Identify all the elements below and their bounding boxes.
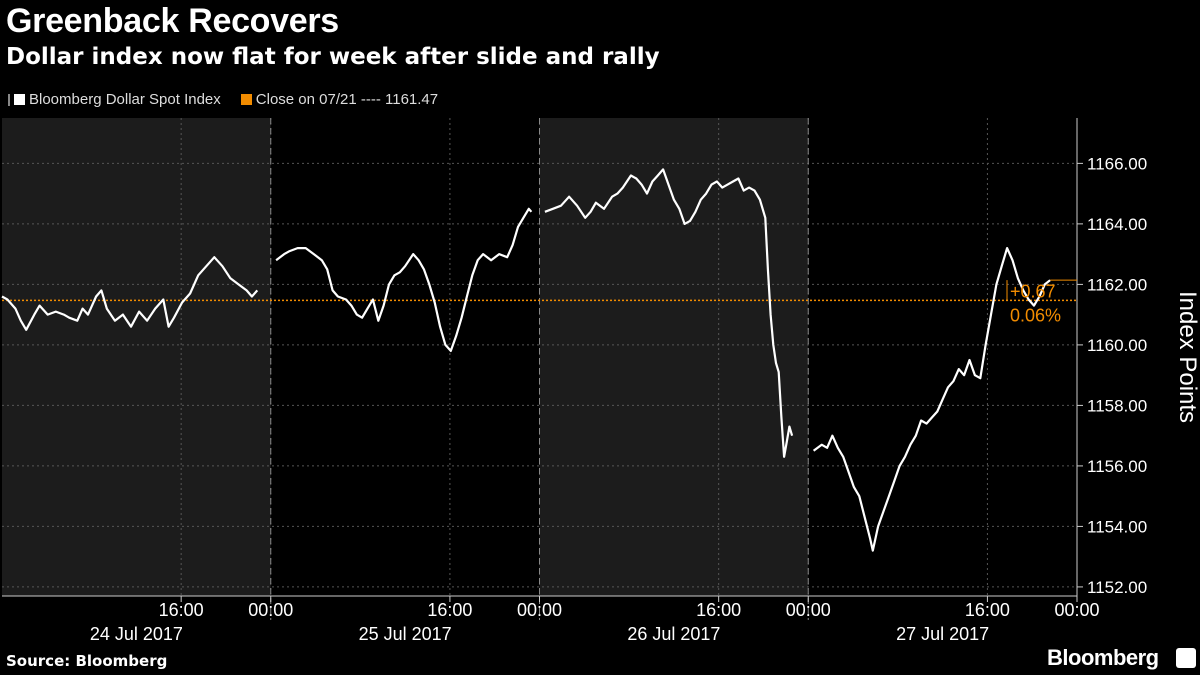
y-tick-label: 1158.00 [1087,396,1147,415]
change-percent-label: 0.06% [1010,306,1061,326]
legend-orange-square-icon [240,94,252,105]
chart-subtitle: Dollar index now flat for week after sli… [6,44,660,70]
y-axis: 1152.00 1154.00 1156.00 1158.00 1160.00 1162.… [1076,118,1200,597]
x-day-label: 24 Jul 2017 [90,624,183,644]
day-shade [2,118,271,596]
chart-title: Greenback Recovers [6,2,339,40]
x-tick-label: 00:00 [1054,600,1099,620]
x-tick-label: 16:00 [427,600,472,620]
x-tick-label: 16:00 [696,600,741,620]
series-line-segment [812,247,1051,552]
legend-series-label: Bloomberg Dollar Spot Index [29,91,221,108]
x-axis: 16:00 00:00 16:00 00:00 16:00 00:00 16:00 00:00… [2,595,1100,644]
day-shading [2,118,809,596]
series-line-segment [544,168,794,458]
series-line-segment [1,256,259,331]
y-tick-label: 1162.00 [1087,275,1147,294]
x-tick-label: 16:00 [159,600,204,620]
bloomberg-terminal-icon [1176,648,1196,668]
y-axis-label: Index Points [1174,291,1200,423]
series-line-segment [275,207,533,352]
grid-lines [2,118,1078,620]
y-tick-label: 1156.00 [1087,457,1147,476]
y-tick-label: 1166.00 [1087,154,1147,173]
source-note: Source: Bloomberg [6,652,168,670]
annotations: +0.67 0.06% [1006,279,1077,326]
day-shade [539,118,809,596]
y-tick-label: 1152.00 [1087,578,1147,597]
x-tick-label: 00:00 [248,600,293,620]
series-lines [1,168,1051,552]
y-tick-label: 1164.00 [1087,215,1147,234]
x-day-label: 26 Jul 2017 [627,624,720,644]
legend: Bloomberg Dollar Spot Index Close on 07/… [8,91,438,108]
x-tick-label: 00:00 [517,600,562,620]
y-tick-label: 1154.00 [1087,517,1147,536]
legend-stub-icon [8,93,10,106]
bloomberg-logo: Bloomberg [1047,645,1159,670]
x-tick-label: 00:00 [786,600,831,620]
change-absolute-label: +0.67 [1010,281,1056,301]
x-day-label: 25 Jul 2017 [359,624,452,644]
legend-white-square-icon [14,94,25,105]
x-tick-label: 16:00 [965,600,1010,620]
y-tick-label: 1160.00 [1087,336,1147,355]
legend-close-label: Close on 07/21 ---- 1161.47 [255,91,439,108]
x-day-label: 27 Jul 2017 [896,624,989,644]
